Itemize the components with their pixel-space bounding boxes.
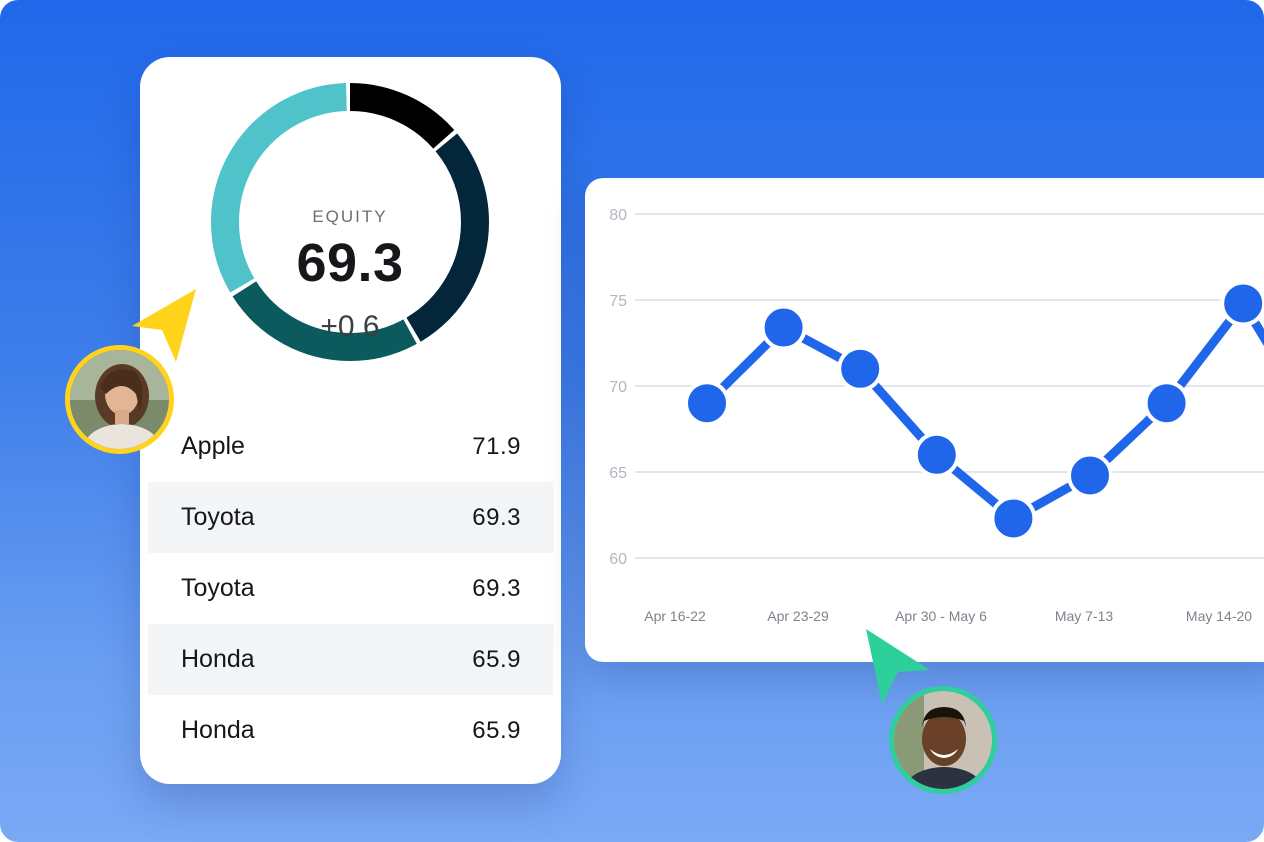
trend-line-chart: 80 75 70 65 60 Apr 16-22 Apr 23-29 Apr 30 - Ma… bbox=[609, 207, 1264, 624]
x-tick-label: May 7-13 bbox=[1055, 608, 1114, 624]
data-point[interactable] bbox=[1220, 280, 1264, 327]
brand-name: Apple bbox=[181, 432, 245, 460]
donut-segment-2 bbox=[211, 83, 489, 361]
brand-score: 65.9 bbox=[472, 716, 521, 744]
equity-change: +0.6 bbox=[320, 310, 380, 343]
trend-chart-card: 80 75 70 65 60 Apr 16-22 Apr 23-29 Apr 30 - Ma… bbox=[585, 178, 1264, 662]
brand-score: 69.3 bbox=[472, 503, 521, 531]
donut-segment-4 bbox=[211, 83, 489, 361]
x-tick-label: Apr 23-29 bbox=[767, 608, 829, 624]
brand-row[interactable]: Honda 65.9 bbox=[148, 624, 553, 695]
y-tick-label: 75 bbox=[609, 293, 627, 310]
y-tick-label: 80 bbox=[609, 207, 627, 224]
avatar-collaborator-1 bbox=[65, 345, 174, 454]
equity-donut-ring bbox=[211, 83, 489, 361]
equity-value: 69.3 bbox=[296, 233, 404, 293]
data-point[interactable] bbox=[990, 495, 1037, 542]
brand-list: Apple 71.9 Toyota 69.3 Toyota 69.3 Honda… bbox=[148, 411, 553, 766]
brand-row[interactable]: Honda 65.9 bbox=[148, 695, 553, 766]
brand-score: 71.9 bbox=[472, 432, 521, 460]
brand-row[interactable]: Toyota 69.3 bbox=[148, 482, 553, 553]
x-tick-label: May 14-20 bbox=[1186, 608, 1252, 624]
brand-name: Toyota bbox=[181, 503, 255, 531]
brand-score: 65.9 bbox=[472, 645, 521, 673]
x-tick-label: Apr 16-22 bbox=[644, 608, 706, 624]
brand-row[interactable]: Toyota 69.3 bbox=[148, 553, 553, 624]
equity-summary: EQUITY 69.3 +0.6 bbox=[210, 82, 490, 362]
y-tick-label: 60 bbox=[609, 551, 627, 568]
data-point[interactable] bbox=[760, 304, 807, 351]
data-point[interactable] bbox=[1067, 452, 1113, 499]
x-tick-label: Apr 30 - May 6 bbox=[895, 608, 987, 624]
equity-label: EQUITY bbox=[312, 207, 388, 226]
y-tick-label: 70 bbox=[609, 379, 627, 396]
equity-card: EQUITY 69.3 +0.6 Apple 71.9 Toyota 69.3 … bbox=[140, 57, 561, 784]
data-point[interactable] bbox=[837, 345, 884, 392]
data-point[interactable] bbox=[913, 431, 960, 478]
donut-segment-1 bbox=[211, 83, 489, 361]
brand-row[interactable]: Apple 71.9 bbox=[148, 411, 553, 482]
data-point[interactable] bbox=[1143, 380, 1190, 427]
pointer-arrow-icon bbox=[866, 629, 930, 704]
brand-score: 69.3 bbox=[472, 574, 521, 602]
pointer-arrow-icon bbox=[132, 289, 196, 362]
data-point[interactable] bbox=[684, 380, 730, 427]
brand-name: Honda bbox=[181, 645, 255, 673]
y-tick-label: 65 bbox=[609, 465, 627, 482]
brand-name: Honda bbox=[181, 716, 255, 744]
brand-name: Toyota bbox=[181, 574, 255, 602]
avatar-collaborator-2 bbox=[889, 686, 997, 794]
donut-segment-3 bbox=[211, 83, 489, 361]
